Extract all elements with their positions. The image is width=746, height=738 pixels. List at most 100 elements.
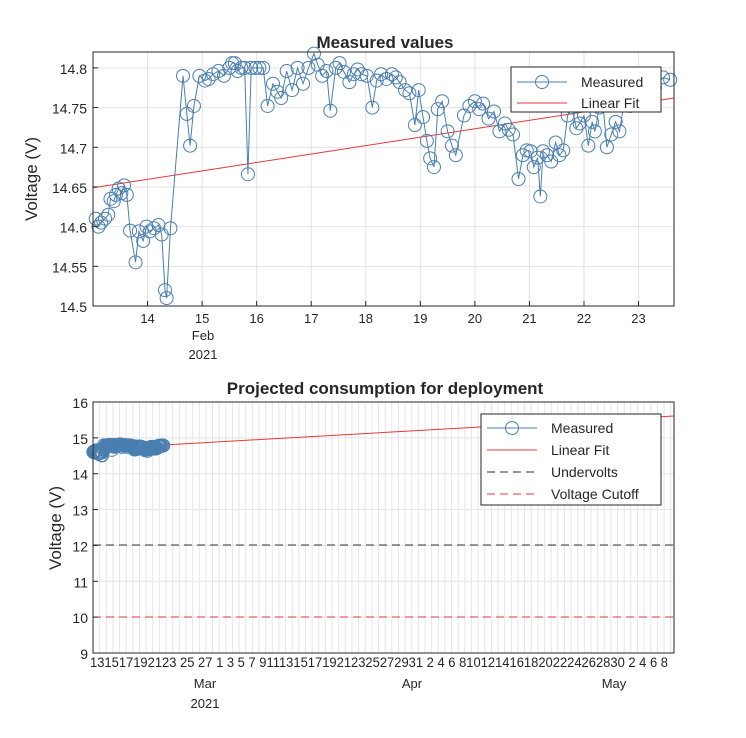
measured-point <box>256 60 271 75</box>
bottom-chart: 9 10 11 12 13 14 15 16 131517192123 25 27 1 3 5… <box>46 379 675 711</box>
top-legend: Measured Linear Fit <box>510 66 662 113</box>
measured-point <box>123 223 138 238</box>
measured-point <box>230 64 245 79</box>
bottom-x-tick-labels: 131517192123 25 27 1 3 5 7 9111315171921… <box>90 654 668 670</box>
top-x-tick-label: 21 <box>522 311 536 326</box>
measured-point <box>419 133 434 148</box>
measured-point <box>506 127 521 142</box>
measured-point <box>402 86 417 101</box>
measured-point <box>279 64 294 79</box>
top-linear-fit <box>92 97 675 189</box>
measured-point <box>94 215 109 230</box>
measured-point <box>323 103 338 118</box>
top-y-label: Voltage (V) <box>22 137 41 221</box>
measured-point <box>306 46 321 61</box>
measured-point <box>569 121 584 136</box>
measured-point <box>423 151 438 166</box>
measured-point <box>604 127 619 142</box>
legend2-measured-marker <box>505 421 519 435</box>
measured-point <box>234 60 249 75</box>
top-x-tick-label: 14 <box>140 311 154 326</box>
measured-point <box>201 71 216 86</box>
month-label-apr: Apr <box>402 676 423 691</box>
measured-point <box>192 68 207 83</box>
legend-measured-marker <box>535 75 549 89</box>
measured-point <box>444 138 459 153</box>
top-y-tick-label: 14.6 <box>60 220 87 236</box>
top-y-tick-label: 14.55 <box>52 259 87 275</box>
measured-point <box>384 67 399 82</box>
measured-point <box>374 67 389 82</box>
measured-point <box>587 124 602 139</box>
measured-point <box>301 60 316 75</box>
legend2-undervolts-label: Undervolts <box>551 464 618 480</box>
measured-point <box>448 148 463 163</box>
measured-point <box>240 167 255 182</box>
measured-point <box>266 76 281 91</box>
measured-point <box>114 186 129 201</box>
measured-point <box>533 189 548 204</box>
measured-point <box>108 187 123 202</box>
measured-point <box>585 114 600 129</box>
top-legend-box <box>510 66 662 113</box>
top-y-tick-label: 14.8 <box>60 61 87 77</box>
measured-point <box>159 291 174 306</box>
top-chart: 14 15 16 17 18 19 20 21 22 2314.514.5514.614.6514… <box>22 33 678 362</box>
measured-point <box>379 71 394 86</box>
top-tick-labels: 14 15 16 17 18 19 20 21 22 23 14.5 14.55 14.6 14.65 14… <box>52 61 646 326</box>
top-y-tick-label: 14.5 <box>60 299 87 315</box>
measured-point <box>599 140 614 155</box>
measured-point <box>481 111 496 126</box>
top-x-tick-label: 19 <box>413 311 427 326</box>
bottom-title: Projected consumption for deployment <box>227 379 544 398</box>
measured-point <box>365 100 380 115</box>
measured-point <box>119 187 134 202</box>
top-x-tick-label: 23 <box>631 311 645 326</box>
top-fit-line <box>92 97 675 189</box>
measured-point <box>296 76 311 91</box>
top-x-tick-label: 17 <box>304 311 318 326</box>
measured-point <box>179 106 194 121</box>
top-year-label: 2021 <box>189 347 218 362</box>
measured-point <box>117 178 132 193</box>
measured-point <box>440 124 455 139</box>
measured-point <box>552 148 567 163</box>
bottom-y-tick-label: 11 <box>73 574 88 590</box>
bottom-y-tick-label: 16 <box>72 395 88 411</box>
bottom-y-tick-label: 14 <box>72 467 88 483</box>
measured-point <box>581 138 596 153</box>
measured-point <box>342 75 357 90</box>
measured-point <box>548 135 563 150</box>
measured-point <box>526 160 541 175</box>
measured-point <box>186 98 201 113</box>
measured-point <box>163 221 178 236</box>
measured-point <box>248 60 263 75</box>
measured-point <box>332 56 347 71</box>
measured-point <box>608 114 623 129</box>
measured-point <box>88 211 103 226</box>
month-label-mar: Mar <box>194 676 217 691</box>
measured-point <box>101 207 116 222</box>
measured-point <box>131 224 146 239</box>
top-axes-box <box>92 51 675 307</box>
measured-point <box>501 122 516 137</box>
measured-point <box>98 211 113 226</box>
legend-measured-label: Measured <box>581 74 643 90</box>
measured-point <box>515 148 530 163</box>
measured-point <box>285 83 300 98</box>
measured-point <box>556 143 571 158</box>
month-label-may: May <box>602 676 627 691</box>
top-y-tick-label: 14.75 <box>52 101 87 117</box>
bottom-y-label: Voltage (V) <box>46 486 65 570</box>
top-x-tick-label: 16 <box>249 311 263 326</box>
bottom-y-tick-label: 10 <box>72 610 88 626</box>
measured-point <box>462 98 477 113</box>
top-x-tick-label: 20 <box>468 311 482 326</box>
legend2-fit-label: Linear Fit <box>551 442 609 458</box>
bottom-axes-box <box>92 401 675 654</box>
measured-point <box>612 124 627 139</box>
measured-point <box>183 138 198 153</box>
top-y-tick-label: 14.65 <box>52 180 87 196</box>
bottom-year-label: 2021 <box>191 696 220 711</box>
